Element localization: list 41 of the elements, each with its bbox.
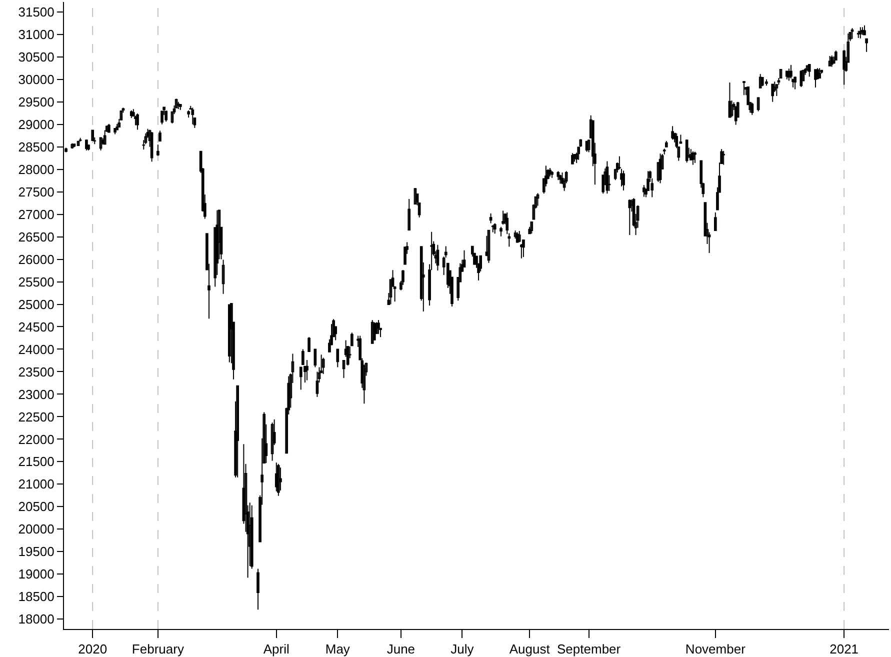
y-tick-label: 22500: [18, 409, 54, 424]
x-tick-label: 2021: [830, 642, 859, 657]
y-tick-label: 20000: [18, 522, 54, 537]
x-tick-label: June: [386, 642, 416, 657]
y-tick-label: 27500: [18, 184, 54, 200]
y-tick-label: 21500: [18, 454, 54, 470]
candlestick: [78, 137, 82, 142]
candlestick: [722, 150, 726, 166]
y-tick-label: 18500: [18, 589, 54, 604]
y-tick-label: 29000: [18, 116, 54, 132]
y-tick-label: 20500: [18, 499, 54, 514]
candlestick: [91, 130, 94, 142]
y-tick-label: 31000: [18, 26, 54, 42]
y-tick-label: 29500: [18, 94, 54, 110]
y-tick-label: 26000: [18, 252, 54, 267]
y-tick-label: 19000: [18, 566, 54, 582]
x-tick-label: May: [325, 642, 350, 657]
y-tick-label: 30500: [18, 49, 54, 64]
y-tick-label: 24500: [18, 319, 54, 334]
y-tick-label: 22000: [18, 432, 54, 447]
x-tick-label: November: [685, 642, 746, 657]
y-tick-label: 28500: [18, 139, 54, 154]
x-tick-label: August: [509, 642, 550, 657]
y-tick-label: 31500: [18, 4, 54, 20]
x-tick-label: February: [132, 642, 184, 657]
y-tick-label: 24000: [18, 342, 54, 357]
y-tick-label: 18000: [18, 612, 54, 627]
y-tick-label: 23500: [18, 364, 54, 380]
y-tick-label: 27000: [18, 206, 54, 222]
x-tick-label: 2020: [78, 642, 108, 657]
y-tick-label: 25000: [18, 296, 54, 312]
y-tick-label: 21000: [18, 476, 54, 492]
y-tick-label: 19500: [18, 544, 54, 560]
y-tick-label: 30000: [18, 72, 54, 87]
x-tick-label: April: [263, 642, 290, 657]
x-tick-label: September: [557, 642, 622, 657]
y-tick-label: 25500: [18, 274, 54, 290]
y-tick-label: 26500: [18, 229, 54, 244]
y-tick-label: 23000: [18, 386, 54, 402]
y-tick-label: 28000: [18, 162, 54, 177]
x-tick-label: July: [450, 642, 474, 657]
